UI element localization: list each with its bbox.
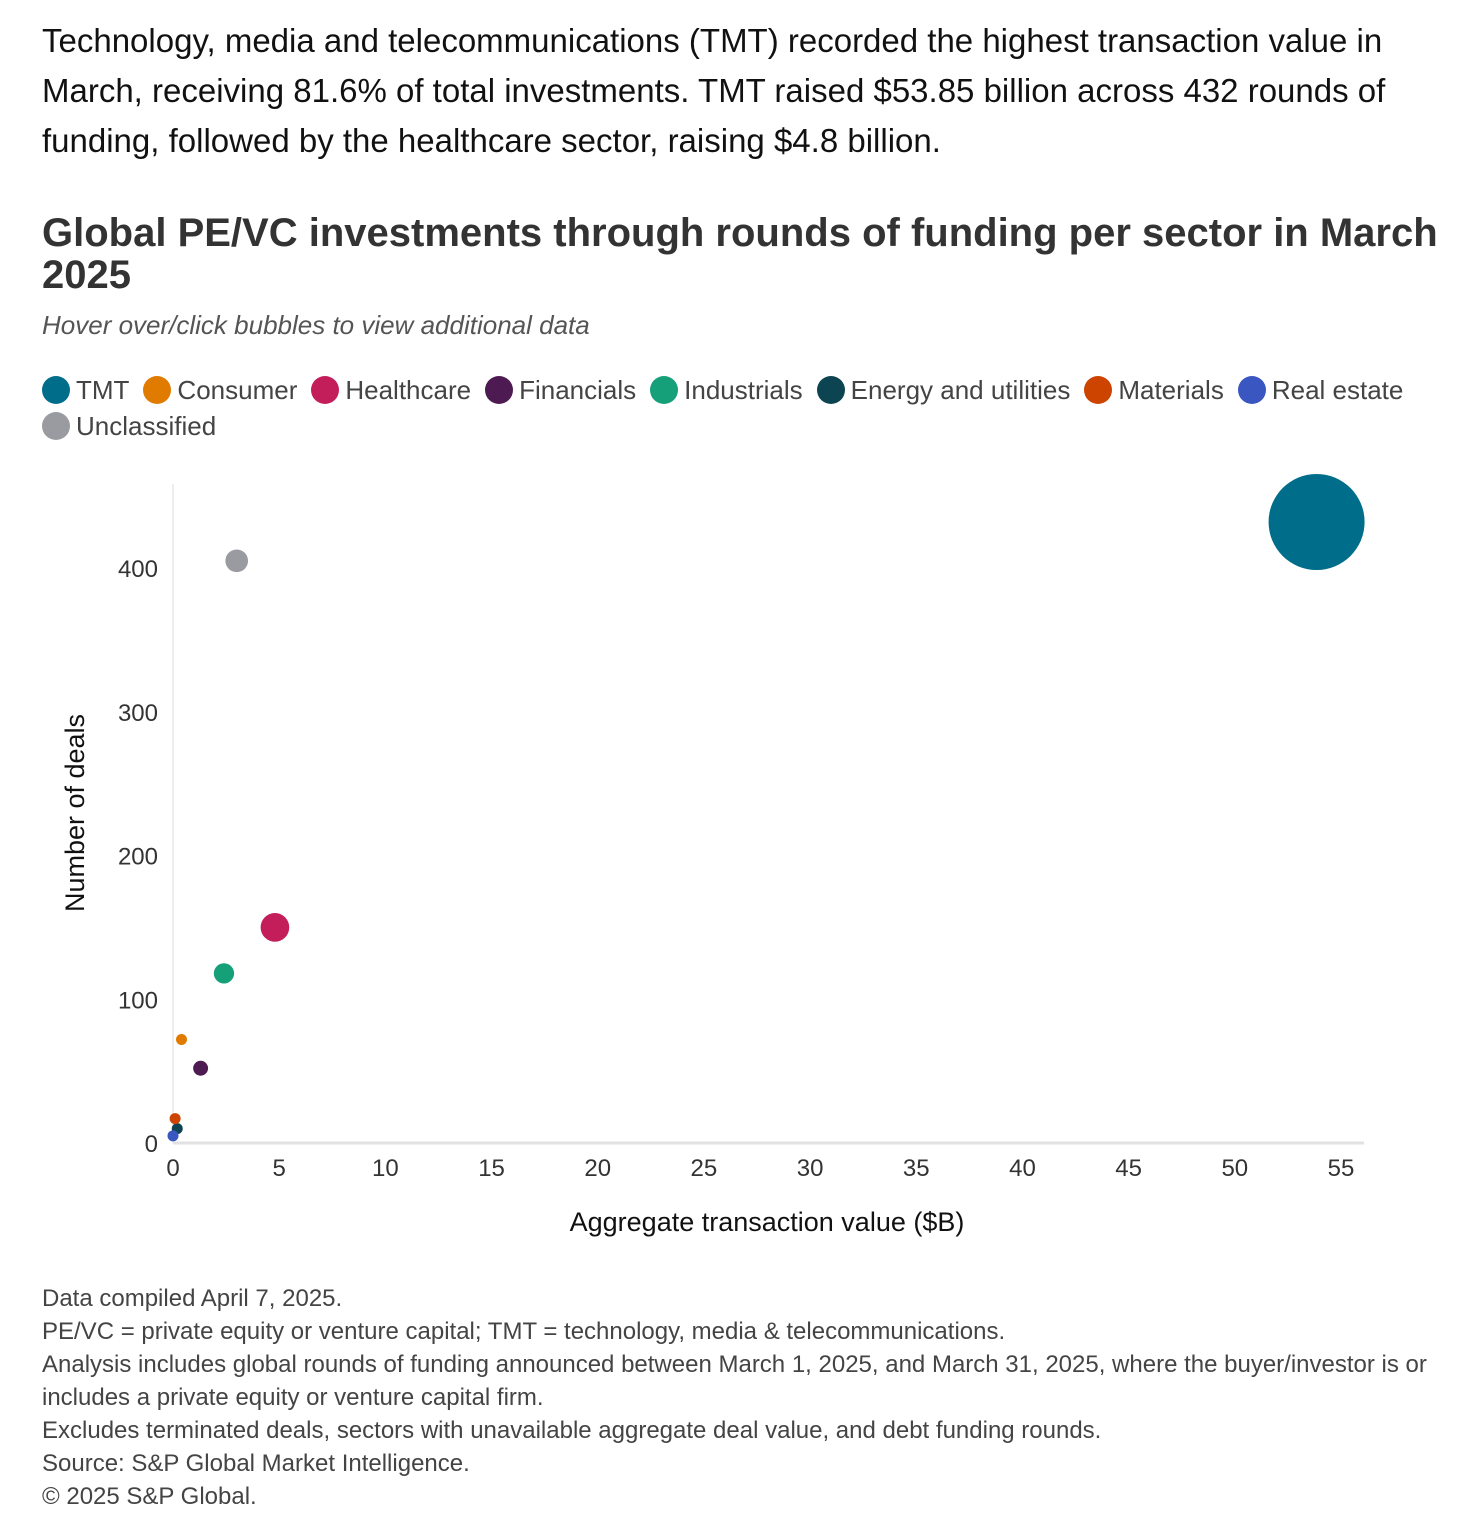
- x-tick-label: 20: [584, 1155, 611, 1182]
- legend-label: Consumer: [177, 374, 298, 405]
- legend-item[interactable]: Real estate: [1237, 374, 1404, 406]
- y-tick-label: 0: [145, 1131, 158, 1158]
- legend-swatch: [42, 376, 70, 404]
- footnote: PE/VC = private equity or venture capita…: [42, 1318, 1006, 1345]
- chart-subtitle: Hover over/click bubbles to view additio…: [42, 310, 590, 340]
- x-tick-label: 40: [1009, 1155, 1036, 1182]
- y-tick-label: 300: [118, 700, 158, 727]
- footnote: Source: S&P Global Market Intelligence.: [42, 1450, 470, 1477]
- legend: TMT Consumer Healthcare Financials Industria…: [42, 374, 1442, 442]
- x-tick-label: 25: [691, 1155, 718, 1182]
- footnotes: Data compiled April 7, 2025. PE/VC = pri…: [42, 1282, 1462, 1513]
- x-tick-label: 15: [478, 1155, 505, 1182]
- legend-swatch: [311, 376, 340, 404]
- bubble-real-estate[interactable]: [167, 1130, 179, 1142]
- intro-paragraph: Technology, media and telecommunications…: [42, 22, 1386, 159]
- legend-item[interactable]: Energy and utilities: [816, 374, 1071, 406]
- legend-label: Healthcare: [345, 374, 472, 405]
- legend-label: Unclassified: [76, 410, 217, 441]
- y-tick-label: 200: [118, 844, 158, 871]
- legend-item[interactable]: Unclassified: [42, 410, 216, 442]
- x-axis-label: Aggregate transaction value ($B): [570, 1207, 965, 1237]
- bubble-healthcare[interactable]: [260, 913, 290, 942]
- legend-item[interactable]: Consumer: [143, 374, 297, 406]
- x-tick-label: 5: [273, 1155, 286, 1182]
- legend-label: Real estate: [1271, 374, 1404, 405]
- legend-swatch: [1084, 376, 1113, 404]
- legend-swatch: [485, 376, 514, 404]
- legend-item[interactable]: TMT: [42, 374, 129, 406]
- x-tick-label: 35: [903, 1155, 930, 1182]
- legend-item[interactable]: Financials: [485, 374, 636, 406]
- legend-label: Financials: [519, 374, 637, 405]
- bubble-consumer[interactable]: [175, 1034, 187, 1045]
- bubble-unclassified[interactable]: [225, 549, 249, 573]
- bubble-industrials[interactable]: [213, 963, 235, 984]
- legend-swatch: [650, 376, 679, 404]
- legend-label: Materials: [1118, 374, 1224, 405]
- footnote: Analysis includes global rounds of fundi…: [42, 1351, 1427, 1411]
- x-tick-label: 50: [1221, 1155, 1248, 1182]
- legend-item[interactable]: Materials: [1084, 374, 1224, 406]
- y-tick-label: 100: [118, 987, 158, 1014]
- bubble-materials[interactable]: [169, 1113, 181, 1125]
- y-tick-label: 400: [118, 556, 158, 583]
- footnote: Excludes terminated deals, sectors with …: [42, 1417, 1102, 1444]
- x-tick-label: 30: [797, 1155, 824, 1182]
- chart-title: Global PE/VC investments through rounds …: [42, 211, 1438, 297]
- bubble-financials[interactable]: [193, 1060, 209, 1076]
- legend-label: Industrials: [684, 374, 803, 405]
- x-tick-label: 10: [372, 1155, 399, 1182]
- y-axis-label: Number of deals: [60, 714, 90, 912]
- legend-swatch: [1237, 376, 1266, 404]
- legend-item[interactable]: Healthcare: [311, 374, 471, 406]
- footnote: Data compiled April 7, 2025.: [42, 1285, 343, 1312]
- legend-swatch: [42, 412, 70, 440]
- legend-swatch: [143, 376, 172, 404]
- bubble-tmt[interactable]: [1268, 474, 1365, 570]
- legend-label: TMT: [76, 374, 130, 405]
- footnote: © 2025 S&P Global.: [42, 1483, 257, 1510]
- x-tick-label: 55: [1328, 1155, 1355, 1182]
- x-tick-label: 45: [1115, 1155, 1142, 1182]
- legend-item[interactable]: Industrials: [650, 374, 803, 406]
- legend-swatch: [816, 376, 845, 404]
- legend-label: Energy and utilities: [850, 374, 1071, 405]
- x-tick-label: 0: [166, 1155, 179, 1182]
